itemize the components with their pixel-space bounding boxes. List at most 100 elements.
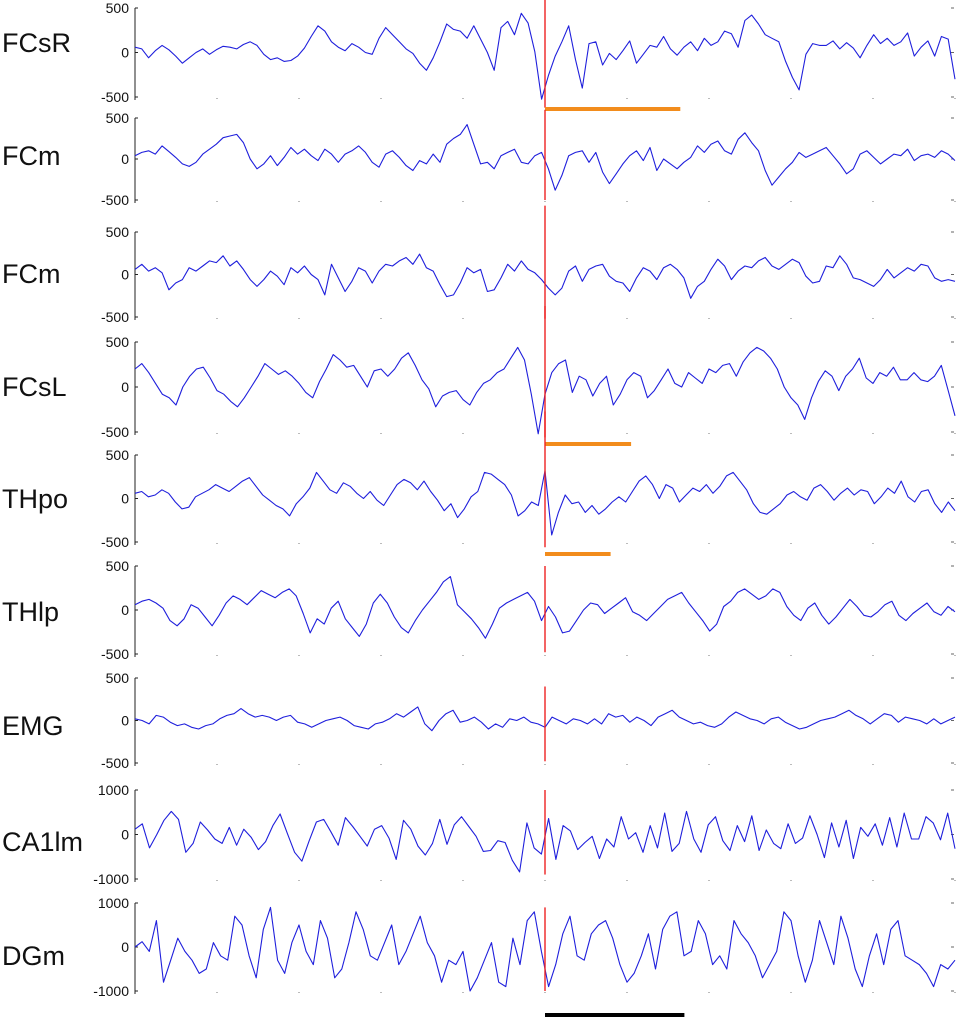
tick-label: -500 — [101, 192, 129, 208]
axis-dot — [954, 318, 956, 319]
axis-dot — [790, 880, 792, 881]
tick-label: -500 — [101, 646, 129, 662]
tick-label: 500 — [106, 110, 130, 126]
axis-dot — [544, 201, 546, 202]
axis-dot — [462, 880, 464, 881]
axis-dot — [216, 880, 218, 881]
axis-dot — [544, 880, 546, 881]
tick-label: 0 — [121, 491, 129, 507]
axis-dot — [790, 201, 792, 202]
axis-dot — [708, 992, 710, 993]
axis-dot — [954, 543, 956, 544]
axis-dot — [298, 318, 300, 319]
axis-dot — [872, 433, 874, 434]
axis-dot — [954, 201, 956, 202]
axis-dot — [298, 201, 300, 202]
channel-panel-4: FCsL 500 0 -500 — [2, 306, 956, 446]
tick-label: -500 — [101, 424, 129, 440]
channel-panel-1: FCsR 500 0 -500 — [2, 0, 956, 111]
channel-label: THpo — [2, 484, 68, 514]
tick-label: 0 — [121, 45, 129, 61]
axis-dot — [216, 655, 218, 656]
axis-dot — [872, 318, 874, 319]
tick-label: -1000 — [93, 871, 129, 887]
tick-label: -1000 — [93, 983, 129, 999]
axis-dot — [216, 992, 218, 993]
axis-dot — [708, 655, 710, 656]
axis-dot — [298, 655, 300, 656]
tick-label: 500 — [106, 334, 130, 350]
tick-label: 1000 — [98, 895, 129, 911]
axis-dot — [954, 992, 956, 993]
axis-dot — [380, 433, 382, 434]
axis-dot — [872, 992, 874, 993]
axis-dot — [298, 98, 300, 99]
axis-dot — [954, 880, 956, 881]
channel-label: FCm — [2, 141, 60, 171]
axis-dot — [380, 992, 382, 993]
channel-label: FCm — [2, 259, 60, 289]
axis-dot — [298, 880, 300, 881]
tick-label: 0 — [121, 602, 129, 618]
axis-dot — [790, 318, 792, 319]
axis-dot — [462, 318, 464, 319]
channel-panel-7: EMG 500 0 -500 — [2, 670, 956, 771]
axis-dot — [872, 880, 874, 881]
tick-label: 0 — [121, 827, 129, 843]
axis-dot — [298, 764, 300, 765]
tick-label: -500 — [101, 89, 129, 105]
axis-dot — [380, 655, 382, 656]
axis-dot — [626, 433, 628, 434]
channel-label: DGm — [2, 941, 65, 971]
axis-dot — [954, 764, 956, 765]
axis-dot — [872, 655, 874, 656]
axis-dot — [708, 98, 710, 99]
tick-label: 0 — [121, 939, 129, 955]
axis-dot — [380, 764, 382, 765]
axis-dot — [544, 764, 546, 765]
axis-dot — [708, 764, 710, 765]
channel-panel-8: CA1lm 1000 0 -1000 — [2, 782, 956, 887]
axis-dot — [462, 764, 464, 765]
axis-dot — [626, 543, 628, 544]
axis-dot — [462, 655, 464, 656]
channel-panel-5: THpo 500 0 -500 — [2, 411, 956, 556]
axis-dot — [544, 655, 546, 656]
axis-dot — [872, 98, 874, 99]
axis-dot — [626, 764, 628, 765]
tick-label: 500 — [106, 558, 130, 574]
axis-dot — [462, 201, 464, 202]
tick-label: 1000 — [98, 782, 129, 798]
axis-dot — [708, 201, 710, 202]
channel-panels: FCsR 500 0 -500 FCm 500 0 -500 FCm 500 0 -500 FCsL 50… — [2, 0, 956, 999]
tick-label: 0 — [121, 267, 129, 283]
axis-dot — [872, 543, 874, 544]
axis-dot — [380, 201, 382, 202]
tick-label: -500 — [101, 309, 129, 325]
axis-dot — [790, 433, 792, 434]
axis-dot — [626, 655, 628, 656]
channel-label: THlp — [2, 597, 59, 627]
axis-dot — [626, 201, 628, 202]
axis-dot — [462, 543, 464, 544]
tick-label: 500 — [106, 224, 130, 240]
axis-dot — [626, 98, 628, 99]
axis-dot — [954, 655, 956, 656]
axis-dot — [216, 433, 218, 434]
channel-panel-2: FCm 500 0 -500 — [2, 109, 956, 208]
axis-dot — [626, 880, 628, 881]
axis-dot — [872, 764, 874, 765]
axis-dot — [216, 543, 218, 544]
tick-label: 0 — [121, 379, 129, 395]
axis-dot — [790, 764, 792, 765]
axis-dot — [790, 655, 792, 656]
channel-panel-3: FCm 500 0 -500 — [2, 205, 956, 325]
axis-dot — [708, 318, 710, 319]
axis-dot — [708, 880, 710, 881]
axis-dot — [298, 992, 300, 993]
axis-dot — [544, 992, 546, 993]
axis-dot — [462, 98, 464, 99]
axis-dot — [954, 433, 956, 434]
channel-label: FCsL — [2, 372, 67, 402]
